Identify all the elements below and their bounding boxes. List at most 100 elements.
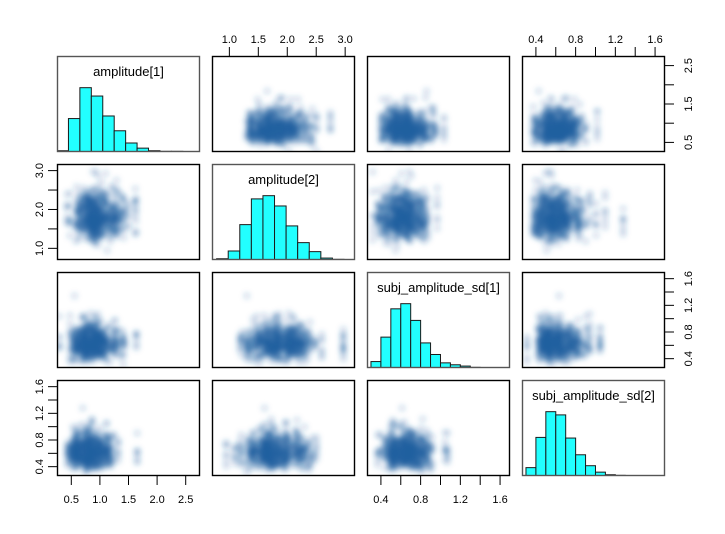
scatter-point bbox=[132, 185, 139, 193]
scatter-point bbox=[555, 240, 562, 248]
scatter-point bbox=[552, 109, 560, 117]
density-scatter-panel bbox=[521, 163, 666, 261]
scatter-point bbox=[111, 333, 119, 340]
scatter-point bbox=[89, 344, 97, 352]
scatter-point bbox=[114, 200, 121, 207]
scatter-point bbox=[293, 124, 300, 131]
histogram-bar bbox=[113, 130, 127, 152]
scatter-point bbox=[80, 357, 87, 365]
scatter-point bbox=[389, 221, 396, 228]
panel-variable-label: amplitude[2] bbox=[248, 172, 319, 187]
scatter-point bbox=[327, 126, 334, 134]
density-cloud bbox=[57, 292, 140, 368]
scatter-point bbox=[272, 102, 279, 109]
scatter-point bbox=[103, 334, 111, 341]
scatter-point bbox=[532, 177, 539, 184]
scatter-point bbox=[387, 204, 394, 211]
scatter-point bbox=[72, 238, 80, 245]
panel-border bbox=[366, 163, 511, 261]
scatter-point bbox=[420, 186, 428, 194]
histogram-bar bbox=[308, 251, 322, 260]
scatter-point bbox=[563, 236, 570, 243]
scatter-point bbox=[535, 87, 542, 95]
scatter-point bbox=[374, 200, 381, 207]
scatter-point bbox=[544, 131, 552, 139]
histogram-panel: amplitude[2] bbox=[211, 163, 356, 261]
scatter-point bbox=[76, 189, 83, 197]
scatter-point bbox=[92, 216, 99, 224]
scatter-point bbox=[112, 195, 119, 202]
scatter-point bbox=[133, 329, 140, 337]
scatter-point bbox=[552, 223, 559, 230]
scatter-point bbox=[546, 201, 553, 208]
scatter-point bbox=[124, 222, 132, 229]
scatter-point bbox=[80, 331, 88, 338]
scatter-point bbox=[586, 200, 593, 208]
scatter-point bbox=[559, 231, 566, 238]
scatter-point bbox=[80, 184, 87, 192]
scatter-point bbox=[120, 228, 127, 235]
density-cloud bbox=[369, 168, 441, 254]
scatter-point bbox=[392, 177, 399, 184]
scatter-point bbox=[63, 218, 71, 225]
scatter-point bbox=[379, 96, 386, 103]
scatter-point bbox=[555, 184, 562, 192]
scatter-point bbox=[553, 121, 560, 129]
scatter-point bbox=[395, 234, 402, 241]
scatter-point bbox=[416, 215, 424, 223]
scatter-point bbox=[369, 213, 376, 220]
panel-border bbox=[521, 163, 666, 261]
panel-variable-label: amplitude[1] bbox=[93, 64, 164, 79]
scatter-point bbox=[416, 141, 424, 148]
scatter-point bbox=[107, 238, 114, 245]
density-scatter-panel bbox=[366, 163, 511, 261]
scatter-point bbox=[440, 131, 448, 138]
scatter-point bbox=[100, 225, 108, 233]
scatter-point bbox=[243, 132, 251, 139]
scatter-point bbox=[280, 131, 287, 139]
histogram-bar bbox=[285, 225, 299, 260]
histogram-bar bbox=[102, 115, 115, 152]
scatter-point bbox=[421, 214, 429, 221]
scatter-point bbox=[250, 110, 257, 117]
scatter-point bbox=[113, 177, 120, 184]
scatter-point bbox=[586, 214, 593, 222]
scatter-point bbox=[254, 134, 261, 142]
scatter-point bbox=[73, 336, 80, 343]
scatter-point bbox=[540, 117, 548, 124]
scatter-point bbox=[398, 211, 405, 219]
scatter-point bbox=[111, 317, 119, 324]
density-scatter-panel bbox=[521, 55, 666, 153]
scatter-point bbox=[72, 351, 79, 358]
scatter-point bbox=[565, 107, 572, 114]
scatter-point bbox=[619, 205, 627, 212]
scatter-point bbox=[532, 186, 539, 194]
scatter-point bbox=[66, 320, 74, 327]
histogram-bar bbox=[90, 95, 104, 152]
density-scatter-panel bbox=[211, 271, 356, 369]
scatter-point bbox=[440, 136, 448, 143]
scatter-point bbox=[301, 117, 308, 125]
scatter-point bbox=[394, 112, 401, 119]
scatter-point bbox=[102, 170, 109, 177]
scatter-point bbox=[369, 168, 376, 176]
scatter-point bbox=[594, 108, 601, 115]
scatter-point bbox=[592, 209, 600, 216]
scatter-point bbox=[376, 206, 384, 213]
scatter-point bbox=[406, 126, 413, 133]
scatter-point bbox=[434, 203, 441, 210]
scatter-point bbox=[382, 239, 389, 247]
scatter-point bbox=[394, 241, 401, 248]
scatter-point bbox=[66, 312, 74, 319]
scatter-point bbox=[280, 137, 287, 144]
histogram-bar bbox=[79, 87, 92, 152]
scatter-point bbox=[87, 310, 94, 317]
scatter-point bbox=[256, 120, 263, 128]
scatter-point bbox=[369, 229, 376, 236]
scatter-point bbox=[381, 196, 389, 204]
scatter-point bbox=[548, 96, 556, 103]
scatter-point bbox=[562, 94, 569, 101]
scatter-point bbox=[536, 194, 543, 202]
scatter-point bbox=[120, 234, 127, 242]
scatter-point bbox=[548, 187, 555, 194]
